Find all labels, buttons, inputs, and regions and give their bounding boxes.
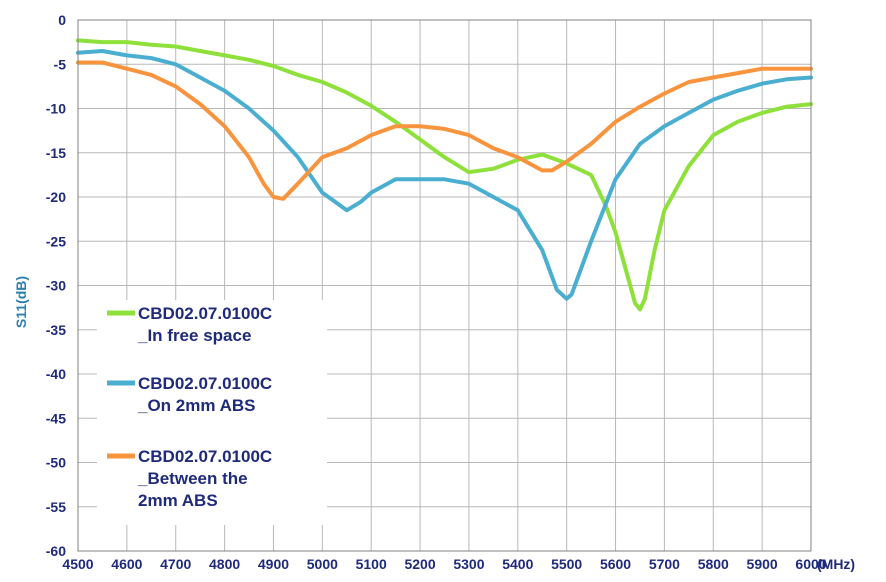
y-tick-label: -60: [46, 543, 66, 559]
x-tick-label: 4700: [160, 556, 191, 572]
y-tick-label: -25: [46, 233, 66, 249]
x-tick-label: 6000: [795, 556, 826, 572]
series-line-3: [76, 60, 813, 201]
x-tick-label: 4500: [62, 556, 93, 572]
x-tick-label: 5400: [502, 556, 533, 572]
legend-label: _In free space: [137, 326, 251, 345]
y-tick-label: -35: [46, 322, 66, 338]
grid: [77, 19, 812, 552]
series-line-2: [76, 49, 813, 301]
x-tick-label: 5000: [307, 556, 338, 572]
legend-background: [97, 300, 327, 525]
y-tick-label: 0: [58, 12, 66, 28]
y-tick-label: -50: [46, 455, 66, 471]
y-tick-labels: 0 -5 -10 -15 -20 -25 -30 -35 -40 -45 -50 -55 -60: [46, 12, 66, 559]
plot-border: [77, 19, 812, 552]
x-tick-label: 5300: [453, 556, 484, 572]
legend-label: CBD02.07.0100C: [138, 447, 272, 466]
x-tick-label: 5800: [698, 556, 729, 572]
legend: CBD02.07.0100C _In free space CBD02.07.010…: [97, 300, 327, 525]
y-tick-label: -5: [54, 56, 67, 72]
x-tick-labels: 4500 4600 4700 4800 4900 5000 5100 5200 5300 5400…: [62, 556, 826, 572]
legend-label: CBD02.07.0100C: [138, 304, 272, 323]
x-tick-label: 5900: [747, 556, 778, 572]
y-tick-label: -40: [46, 366, 66, 382]
x-tick-label: 5100: [356, 556, 387, 572]
y-tick-label: -15: [46, 145, 66, 161]
x-axis-unit: (MHz): [817, 556, 855, 572]
y-tick-label: -10: [46, 101, 66, 117]
x-tick-label: 4800: [209, 556, 240, 572]
x-tick-label: 5500: [551, 556, 582, 572]
legend-label: 2mm ABS: [138, 491, 218, 510]
series-layer: [76, 38, 813, 312]
y-tick-label: -20: [46, 189, 66, 205]
legend-label: _On 2mm ABS: [137, 396, 255, 415]
x-tick-label: 5600: [600, 556, 631, 572]
y-tick-label: -30: [46, 278, 66, 294]
x-tick-label: 5200: [404, 556, 435, 572]
legend-label: _Between the: [137, 469, 248, 488]
x-tick-label: 4600: [111, 556, 142, 572]
y-axis-title: S11(dB): [13, 276, 29, 328]
x-tick-label: 4900: [258, 556, 289, 572]
series-line-1: [76, 38, 813, 312]
x-tick-label: 5700: [649, 556, 680, 572]
y-tick-label: -45: [46, 410, 66, 426]
legend-label: CBD02.07.0100C: [138, 374, 272, 393]
y-tick-label: -55: [46, 499, 66, 515]
